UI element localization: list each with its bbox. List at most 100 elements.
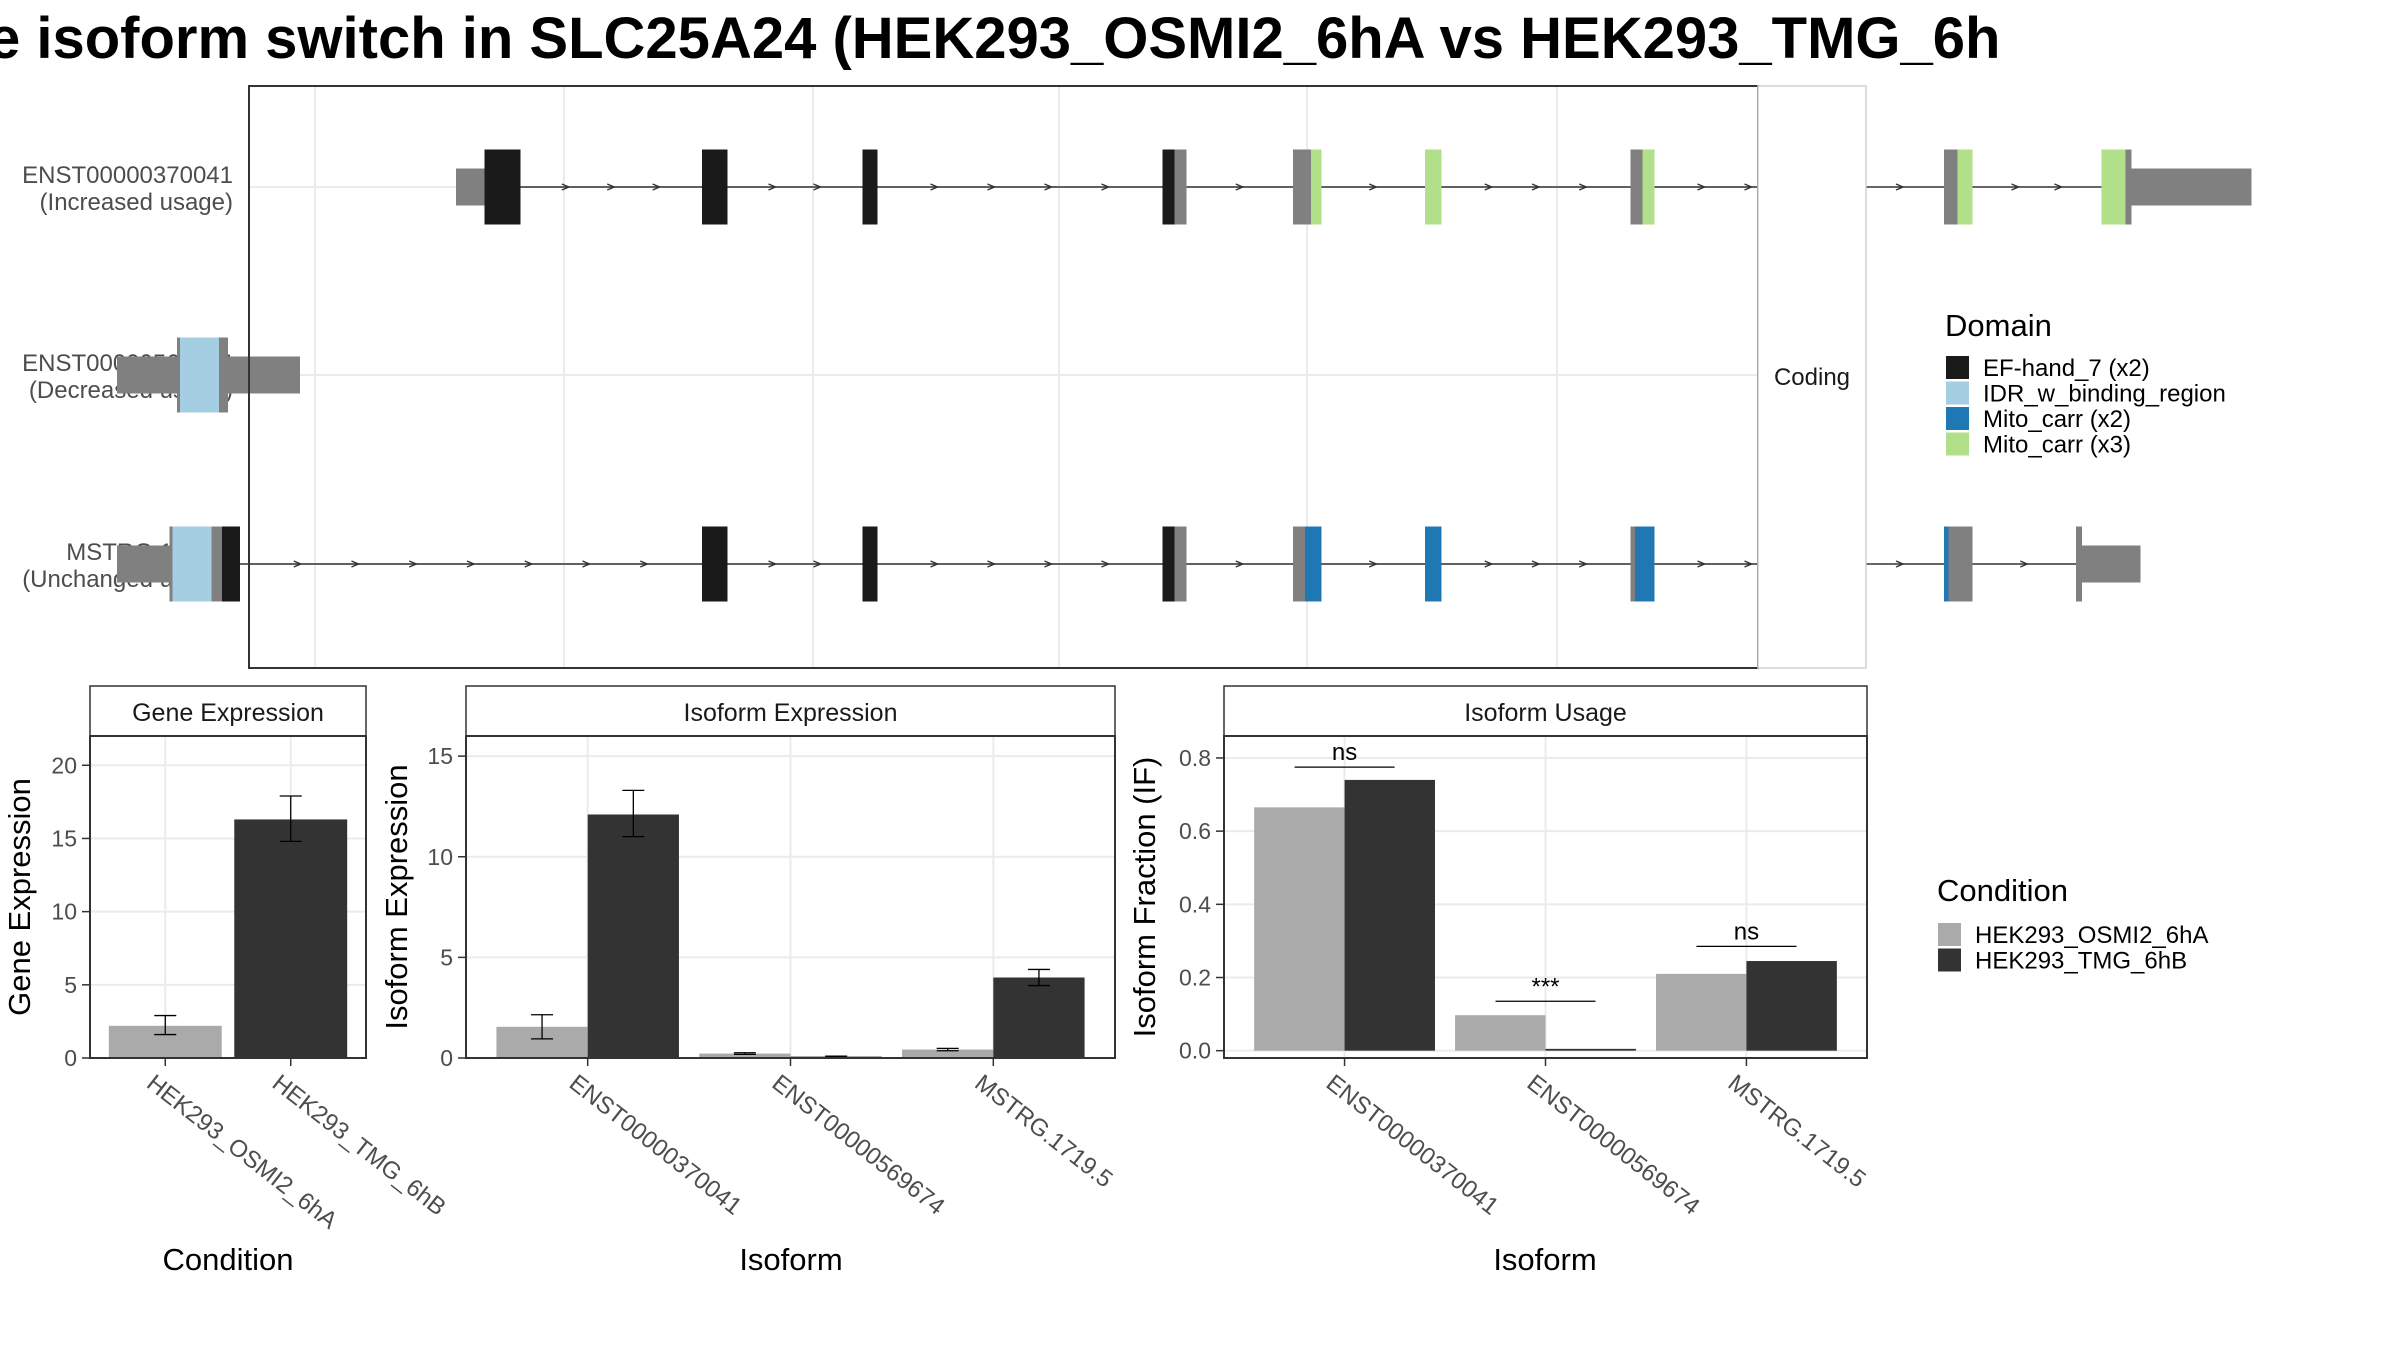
condition-legend-swatch bbox=[1938, 948, 1961, 972]
significance-label: *** bbox=[1531, 973, 1559, 1000]
domain-segment bbox=[702, 526, 717, 602]
y-tick-label: 0.4 bbox=[1179, 891, 1211, 917]
domain-segment bbox=[172, 526, 212, 602]
y-tick-label: 15 bbox=[427, 743, 453, 769]
domain-segment bbox=[484, 149, 495, 225]
y-axis-label: Isoform Expression bbox=[379, 764, 414, 1029]
condition-legend-title: Condition bbox=[1937, 873, 2068, 908]
intron-direction-arrow bbox=[466, 560, 476, 568]
intron-direction-arrow bbox=[639, 560, 650, 568]
intron-direction-arrow bbox=[987, 183, 997, 191]
domain-legend-label: Mito_carr (x2) bbox=[1983, 406, 2131, 433]
y-tick-label: 5 bbox=[440, 944, 453, 970]
intron-direction-arrow bbox=[930, 560, 940, 568]
x-tick-label: ENST00000569674 bbox=[767, 1069, 950, 1220]
chart-title-strip bbox=[1223, 685, 1868, 737]
intron-direction-arrow bbox=[652, 183, 662, 191]
intron-direction-arrow bbox=[1101, 560, 1111, 568]
utr-exon bbox=[456, 168, 485, 206]
chart-title: Isoform Expression bbox=[684, 699, 898, 727]
domain-legend-swatch bbox=[1946, 407, 1969, 430]
intron-direction-arrow bbox=[1895, 560, 1905, 568]
domain-segment bbox=[1305, 526, 1322, 602]
facet-strip bbox=[1757, 85, 1867, 669]
bar bbox=[699, 1053, 791, 1058]
chart-title: Gene Expression bbox=[132, 699, 324, 727]
domain-legend-label: EF-hand_7 (x2) bbox=[1983, 355, 2150, 382]
intron-direction-arrow bbox=[813, 183, 823, 191]
condition-legend-label: HEK293_TMG_6hB bbox=[1975, 948, 2187, 975]
facet-strip-label: Coding bbox=[1774, 364, 1850, 391]
domain-legend-swatch bbox=[1946, 381, 1969, 405]
condition-legend-label: HEK293_OSMI2_6hA bbox=[1975, 922, 2208, 949]
utr-exon bbox=[2082, 545, 2141, 583]
domain-legend-swatch bbox=[1946, 432, 1969, 456]
intron-direction-arrow bbox=[1744, 183, 1754, 191]
domain-segment bbox=[2101, 149, 2126, 225]
domain-segment bbox=[1957, 149, 1973, 225]
domain-segment bbox=[1635, 526, 1655, 602]
intron-direction-arrow bbox=[1368, 560, 1379, 568]
figure-title: e isoform switch in SLC25A24 (HEK293_OSM… bbox=[0, 6, 2000, 71]
x-tick-label: ENST00000370041 bbox=[564, 1069, 747, 1220]
y-axis-label: Gene Expression bbox=[2, 778, 37, 1016]
bar bbox=[234, 819, 348, 1058]
intron-direction-arrow bbox=[293, 560, 303, 568]
legends: Domain EF-hand_7 (x2)IDR_w_binding_region… bbox=[1937, 308, 2226, 975]
bar bbox=[1455, 1015, 1546, 1051]
intron-direction-arrow bbox=[1235, 183, 1245, 191]
domain-segment bbox=[862, 149, 878, 225]
domain-segment bbox=[180, 337, 219, 413]
y-tick-label: 0.0 bbox=[1179, 1038, 1211, 1064]
intron-direction-arrow bbox=[813, 560, 823, 568]
domain-segment bbox=[717, 149, 728, 225]
intron-direction-arrow bbox=[408, 560, 419, 568]
bar bbox=[902, 1049, 994, 1058]
y-tick-label: 5 bbox=[64, 972, 77, 998]
y-tick-label: 10 bbox=[51, 899, 77, 925]
y-axis-label: Isoform Fraction (IF) bbox=[1127, 757, 1162, 1038]
y-tick-label: 0 bbox=[440, 1045, 453, 1071]
intron-direction-arrow bbox=[1697, 183, 1707, 191]
intron-direction-arrow bbox=[1235, 560, 1245, 568]
x-axis-label: Isoform bbox=[1493, 1242, 1596, 1277]
transcript-usage-label: (Increased usage) bbox=[40, 189, 233, 216]
domain-segment bbox=[1162, 149, 1175, 225]
intron-direction-arrow bbox=[1044, 183, 1054, 191]
intron-direction-arrow bbox=[768, 183, 778, 191]
domain-segment bbox=[1642, 149, 1655, 225]
bar bbox=[587, 814, 679, 1058]
bar bbox=[1656, 973, 1747, 1051]
y-tick-label: 0.6 bbox=[1179, 818, 1211, 844]
transcript-structure-panel: ENST00000370041(Increased usage)ENST0000… bbox=[22, 85, 2252, 669]
intron-direction-arrow bbox=[2054, 183, 2064, 191]
domain-segment bbox=[495, 149, 521, 225]
domain-segment bbox=[1162, 526, 1175, 602]
x-tick-label: ENST00000569674 bbox=[1522, 1069, 1705, 1220]
significance-label: ns bbox=[1734, 918, 1759, 945]
domain-legend-swatch bbox=[1946, 356, 1969, 379]
bar-charts: Gene Expression05101520HEK293_OSMI2_6hAH… bbox=[2, 685, 1871, 1277]
intron-direction-arrow bbox=[2019, 560, 2030, 568]
bar bbox=[1344, 779, 1435, 1051]
coding-exon bbox=[2076, 526, 2082, 602]
intron-direction-arrow bbox=[1484, 183, 1494, 191]
intron-direction-arrow bbox=[1697, 560, 1707, 568]
intron-direction-arrow bbox=[1578, 560, 1589, 568]
intron-direction-arrow bbox=[1044, 560, 1054, 568]
x-tick-label: MSTRG.1719.5 bbox=[1723, 1069, 1871, 1193]
intron-direction-arrow bbox=[1895, 183, 1905, 191]
bar bbox=[1545, 1048, 1636, 1051]
y-tick-label: 15 bbox=[51, 825, 77, 851]
chart-title-strip bbox=[89, 685, 367, 737]
intron-direction-arrow bbox=[987, 560, 997, 568]
transcript-name-label: ENST00000370041 bbox=[22, 162, 233, 189]
bar bbox=[1746, 961, 1837, 1051]
utr-exon bbox=[2131, 168, 2252, 206]
intron-direction-arrow bbox=[1578, 183, 1589, 191]
chart-title: Isoform Usage bbox=[1464, 699, 1627, 727]
intron-direction-arrow bbox=[1101, 183, 1111, 191]
intron-direction-arrow bbox=[930, 183, 940, 191]
y-tick-label: 0.8 bbox=[1179, 745, 1211, 771]
